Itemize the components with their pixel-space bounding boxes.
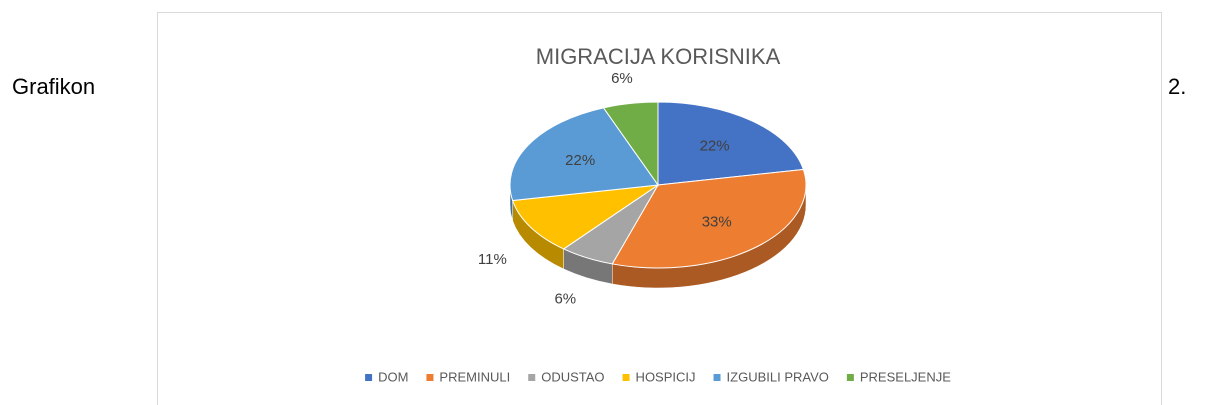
chart-title: MIGRACIJA KORISNIKA — [536, 44, 781, 69]
pie-slice — [657, 101, 805, 186]
data-label: 6% — [611, 70, 633, 87]
caption-right: 2. — [1168, 74, 1186, 99]
data-label: 11% — [478, 251, 507, 268]
pie-slice — [602, 101, 659, 187]
legend-label: PRESELJENJE — [860, 369, 951, 384]
data-label: 6% — [554, 291, 576, 308]
legend-label: PREMINULI — [439, 369, 510, 384]
legend-swatch — [528, 374, 536, 381]
legend-swatch — [365, 374, 373, 381]
caption-left: Grafikon — [12, 74, 95, 99]
legend-swatch — [846, 374, 854, 381]
data-label: 33% — [702, 213, 732, 230]
pie-slice — [509, 107, 659, 202]
legend-swatch — [622, 374, 630, 381]
data-label: 22% — [700, 138, 730, 155]
data-label: 22% — [565, 152, 595, 169]
legend-swatch — [426, 374, 434, 381]
chart-border — [157, 12, 1162, 405]
pie-slice — [511, 184, 659, 250]
legend: DOM PREMINULI ODUSTAO HOSPICIJ IZGUBILI PRAV… — [365, 369, 951, 384]
legend-label: ODUSTAO — [541, 369, 604, 384]
pie-slice — [611, 168, 807, 269]
legend-label: IZGUBILI PRAVO — [727, 369, 829, 384]
legend-swatch — [713, 374, 721, 381]
legend-label: HOSPICIJ — [636, 369, 696, 384]
legend-label: DOM — [378, 369, 408, 384]
